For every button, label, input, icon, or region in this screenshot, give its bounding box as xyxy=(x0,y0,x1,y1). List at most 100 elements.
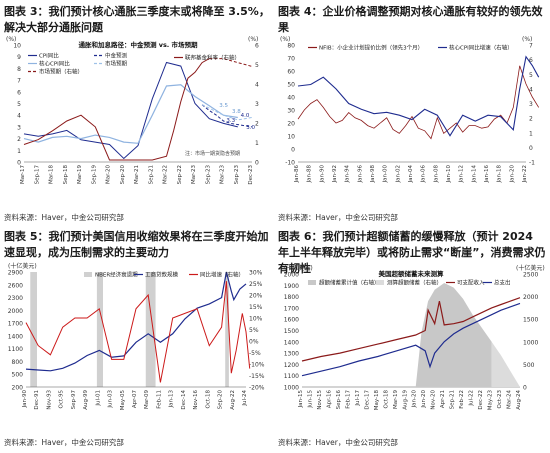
legend-label: NFIB：小企业计划提价比例（领先3个月） xyxy=(319,44,423,52)
x-tick-label: Jun-20 xyxy=(421,390,427,409)
y-right-tick-label: 2 xyxy=(529,116,533,123)
y-left-tick-label: 200 xyxy=(12,385,24,392)
x-tick-label: Dec-22 xyxy=(478,390,484,410)
y-right-tick-label: 4 xyxy=(529,86,533,93)
x-tick-label: Jan-15 xyxy=(298,390,304,409)
y-right-tick-label: 4 xyxy=(255,82,259,89)
y-right-tick-label: 2500 xyxy=(523,272,538,279)
y-right-tick-label: 10% xyxy=(249,316,263,323)
figure-title: 图表 5：我们预计美国信用收缩效果将在三季度开始加速显现，成为压制需求的主要动力 xyxy=(4,230,269,259)
chart-title: 美国超额储蓄未来测算 xyxy=(379,269,445,278)
y-left-tick-label: 9 xyxy=(17,54,21,61)
recession-band-3 xyxy=(225,272,229,387)
x-tick-label: Apr-16 xyxy=(326,390,332,409)
y-right-tick-label: 30% xyxy=(249,270,263,277)
x-tick-label: Jan-22 xyxy=(522,165,528,183)
source-note: 资料来源：Haver，中金公司研究部 xyxy=(278,213,398,222)
y-left-tick-label: 4 xyxy=(17,113,21,120)
x-tick-label: Jul-17 xyxy=(355,390,361,407)
legend-swatch xyxy=(376,280,384,285)
y-left-tick-label: 2900 xyxy=(8,270,23,277)
legend-label: 中金预测 xyxy=(105,52,128,60)
x-tick-label: Jan-96 xyxy=(357,165,363,184)
x-tick-label: Sep-23 xyxy=(205,165,211,185)
x-tick-label: Jan-94 xyxy=(345,165,351,184)
y-left-tick-label: 1700 xyxy=(284,305,299,312)
y-right-tick-label: 500 xyxy=(523,362,535,369)
x-tick-label: Mar-23 xyxy=(191,165,197,185)
y-left-unit: (十亿美元) xyxy=(8,262,37,270)
x-tick-label: Mar-18 xyxy=(49,165,55,185)
x-tick-label: Sep-97 xyxy=(71,390,77,410)
y-left-tick-label: 1100 xyxy=(8,346,23,353)
y-right-tick-label: 5 xyxy=(255,62,259,69)
y-left-tick-label: 3 xyxy=(17,124,21,131)
recession-band-1 xyxy=(96,272,103,387)
x-tick-label: Jan-18 xyxy=(497,165,503,184)
series-area-1 xyxy=(491,341,520,387)
x-tick-label: Nov-20 xyxy=(431,390,437,410)
figure-6: 图表 6：我们预计超额储蓄的缓慢释放（预计 2024 年上半年释放完毕）或将防止… xyxy=(278,229,546,449)
series-line-2 xyxy=(201,104,253,128)
y-left-unit: (%) xyxy=(6,36,16,43)
annotation: 3.3 xyxy=(226,118,235,124)
x-tick-label: Dec-14 xyxy=(181,390,187,410)
x-tick-label: Feb-17 xyxy=(345,390,351,409)
x-tick-label: Apr-21 xyxy=(440,390,446,408)
y-right-tick-label: 2000 xyxy=(523,294,538,301)
x-tick-label: Dec-17 xyxy=(364,390,370,410)
series-line-5 xyxy=(209,58,253,67)
x-tick-label: Jun-03 xyxy=(108,390,114,409)
chart-credit: 200 500 800 1100 1400 1700 2000 2300 2600 2900 -20… xyxy=(8,262,265,411)
series-line-0 xyxy=(23,61,238,160)
y-left-tick-label: 10 xyxy=(13,43,21,50)
y-right-unit: (十亿美元) xyxy=(516,264,545,272)
y-left-tick-label: 40 xyxy=(287,95,295,102)
x-tick-label: Jan-20 xyxy=(509,165,515,184)
legend-label: 市场预期 xyxy=(105,60,128,68)
y-right-tick-label: -10% xyxy=(249,362,265,369)
recession-band-2 xyxy=(145,272,156,387)
legend-label: 同比增速（右轴） xyxy=(200,271,244,279)
x-tick-label: Sep-17 xyxy=(34,165,40,185)
x-tick-label: Jan-20 xyxy=(412,390,418,409)
legend-label: 测算超额储蓄（右轴） xyxy=(387,279,442,287)
legend-label: 超额储蓄累计值（右轴） xyxy=(319,279,380,287)
x-tick-label: Apr-07 xyxy=(132,390,138,409)
figure-5: 图表 5：我们预计美国信用收缩效果将在三季度开始加速显现，成为压制需求的主要动力… xyxy=(4,229,272,449)
annotation: 4.0 xyxy=(241,113,250,119)
y-right-tick-label: 5% xyxy=(249,327,259,334)
x-tick-label: May-23 xyxy=(488,390,494,411)
x-tick-label: Sep-16 xyxy=(336,390,342,410)
x-tick-label: May-18 xyxy=(374,390,380,411)
y-left-unit: (十亿美元) xyxy=(284,264,313,272)
x-tick-label: Nov-16 xyxy=(193,390,199,410)
source-note: 资料来源：Haver，中金公司研究部 xyxy=(4,438,124,447)
y-left-tick-label: 0 xyxy=(291,147,295,154)
y-left-tick-label: 1100 xyxy=(284,373,299,380)
y-right-tick-label: 15% xyxy=(249,304,263,311)
series-line-2 xyxy=(301,297,521,362)
x-tick-label: Sep-20 xyxy=(120,165,126,185)
series-line-0 xyxy=(25,271,247,372)
x-tick-label: May-05 xyxy=(120,390,126,411)
series-line-3 xyxy=(301,302,521,377)
y-right-tick-label: 6 xyxy=(529,57,533,64)
y-right-tick-label: 0 xyxy=(255,160,259,167)
x-tick-label: Feb-22 xyxy=(459,390,465,409)
y-right-tick-label: -15% xyxy=(249,373,265,380)
y-right-tick-label: -1 xyxy=(529,160,535,167)
y-right-tick-label: 1 xyxy=(529,130,533,137)
y-left-tick-label: 70 xyxy=(287,56,295,63)
x-tick-label: Jan-06 xyxy=(421,165,427,184)
x-tick-label: Oct-18 xyxy=(383,390,389,409)
y-left-tick-label: 20 xyxy=(287,121,295,128)
x-tick-label: Sep-22 xyxy=(177,165,183,184)
y-left-unit: (%) xyxy=(280,36,290,43)
recession-band-0 xyxy=(30,272,37,387)
series-area-0 xyxy=(415,283,492,387)
legend-label: 核心CPI同比增速（右轴） xyxy=(449,44,513,52)
y-left-tick-label: 2000 xyxy=(8,308,23,315)
